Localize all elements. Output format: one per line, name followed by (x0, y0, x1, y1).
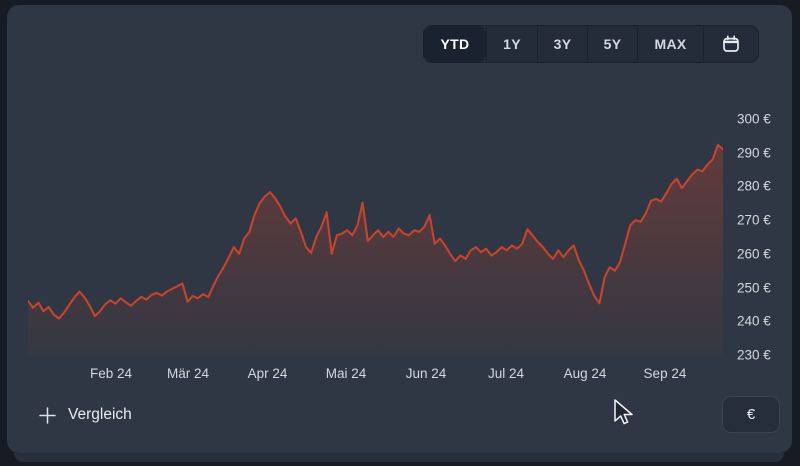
add-comparison-button[interactable]: Vergleich (39, 402, 132, 428)
range-button-3y[interactable]: 3Y (537, 26, 587, 62)
x-axis-tick: Aug 24 (563, 366, 607, 381)
range-button-5y[interactable]: 5Y (587, 26, 637, 62)
card-bottom-edge (14, 453, 784, 462)
add-comparison-label: Vergleich (68, 406, 132, 423)
x-axis-tick: Apr 24 (247, 366, 288, 381)
y-axis-tick: 300 € (737, 111, 771, 127)
y-axis-tick: 230 € (737, 347, 771, 363)
calendar-button[interactable] (703, 26, 758, 62)
y-axis-tick: 240 € (737, 313, 771, 329)
currency-toggle-button[interactable]: € (722, 396, 780, 433)
x-axis-tick: Sep 24 (643, 366, 687, 381)
y-axis-tick: 290 € (737, 145, 771, 161)
y-axis-tick: 280 € (737, 178, 771, 194)
chart-price-line (28, 143, 723, 320)
x-axis-tick: Jul 24 (488, 366, 525, 381)
calendar-icon (723, 35, 739, 52)
chart-area-fill (28, 144, 723, 357)
y-axis-tick: 250 € (737, 280, 771, 295)
x-axis-tick: Jun 24 (405, 366, 447, 381)
plus-icon (39, 406, 56, 424)
y-axis-tick: 270 € (737, 212, 771, 228)
time-range-selector: YTD 1Y 3Y 5Y MAX (423, 25, 759, 63)
x-axis-labels: Feb 24 Mär 24 Apr 24 Mai 24 Jun 24 Jul 24 Aug … (28, 366, 723, 386)
range-button-1y[interactable]: 1Y (486, 26, 537, 62)
range-button-ytd[interactable]: YTD (424, 26, 486, 62)
y-axis-tick: 260 € (737, 246, 771, 262)
price-chart[interactable] (28, 105, 723, 357)
x-axis-tick: Feb 24 (89, 366, 132, 381)
x-axis-tick: Mär 24 (166, 366, 209, 381)
range-button-max[interactable]: MAX (637, 26, 703, 62)
x-axis-tick: Mai 24 (325, 366, 367, 381)
